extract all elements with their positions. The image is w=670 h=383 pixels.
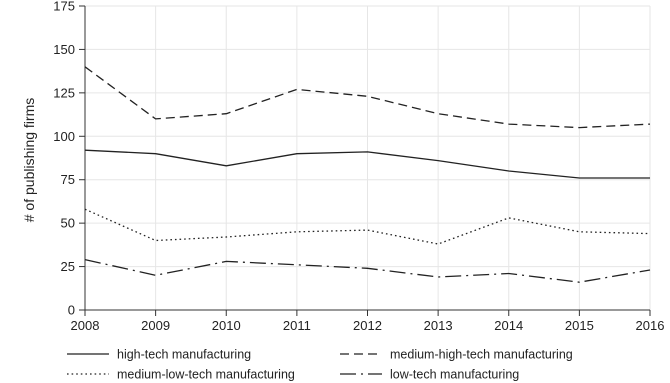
legend-label: medium-low-tech manufacturing xyxy=(117,368,295,382)
series-line-low-tech-manufacturing xyxy=(84,258,651,283)
series-lines xyxy=(84,66,651,283)
x-tick-label: 2011 xyxy=(283,318,311,333)
x-tick-label: 2008 xyxy=(71,318,100,333)
x-tick-label: 2009 xyxy=(141,318,170,333)
y-axis-ticks: 0 25 50 75 100 125 150 175 xyxy=(53,0,85,318)
x-tick-label: 2013 xyxy=(424,318,453,333)
x-tick-label: 2012 xyxy=(353,318,382,333)
legend: high-tech manufacturing medium-high-tech … xyxy=(67,348,573,382)
y-tick-label: 25 xyxy=(61,259,75,274)
y-tick-label: 150 xyxy=(53,42,75,57)
y-tick-label: 175 xyxy=(53,0,75,14)
legend-label: high-tech manufacturing xyxy=(117,348,251,362)
x-tick-label: 2010 xyxy=(212,318,241,333)
y-tick-label: 125 xyxy=(53,85,75,100)
legend-label: medium-high-tech manufacturing xyxy=(390,348,573,362)
y-tick-label: 50 xyxy=(61,216,75,231)
y-axis-title: # of publishing firms xyxy=(21,98,37,223)
x-tick-label: 2014 xyxy=(494,318,523,333)
x-tick-label: 2015 xyxy=(565,318,594,333)
x-axis-ticks: 2008 2009 2010 2011 2012 2013 2014 2015 2016 xyxy=(71,310,665,333)
y-tick-label: 0 xyxy=(68,303,75,318)
x-tick-label: 2016 xyxy=(636,318,665,333)
series-line-high-tech-manufacturing xyxy=(84,149,650,179)
series-line-medium-high-tech-manufacturing xyxy=(84,66,651,129)
y-tick-label: 100 xyxy=(53,129,75,144)
grid-lines xyxy=(84,5,651,311)
y-tick-label: 75 xyxy=(61,172,75,187)
legend-label: low-tech manufacturing xyxy=(390,368,519,382)
